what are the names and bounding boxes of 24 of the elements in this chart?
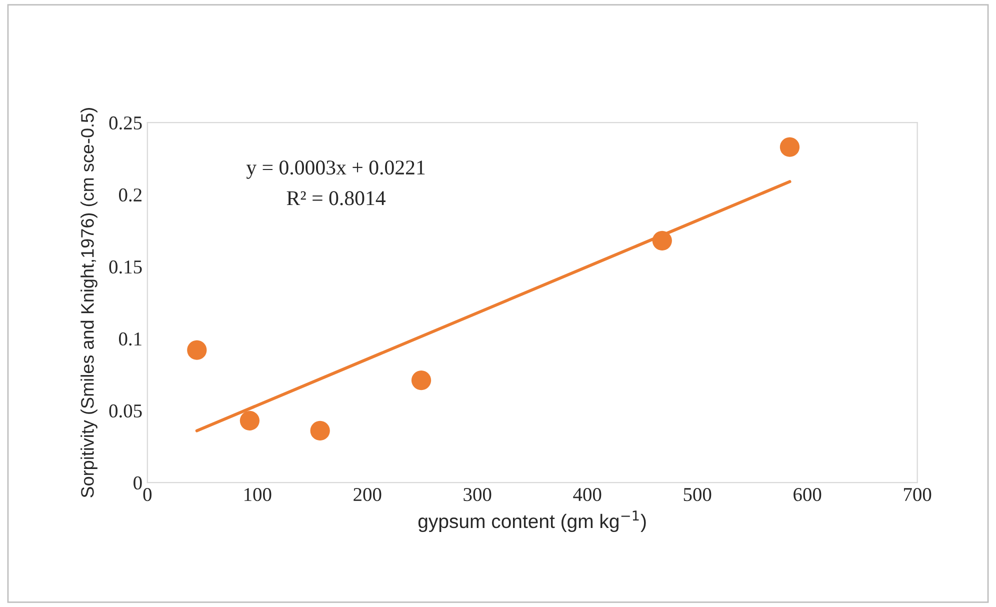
- x-tick-label: 400: [573, 488, 602, 502]
- annotation: R² = 0.8014: [286, 191, 386, 206]
- point: [780, 137, 800, 157]
- point: [652, 230, 672, 250]
- point: [240, 410, 260, 430]
- x-tick-label: 200: [354, 488, 382, 502]
- x-tick-label: 600: [794, 488, 822, 502]
- y-tick-label: 0.2: [118, 188, 142, 202]
- x-tick-label: 100: [244, 488, 272, 502]
- x-axis-title: gypsum content (gm kg$^{−1}$): [418, 510, 646, 532]
- point: [411, 370, 432, 390]
- y-tick-label: 0.05: [109, 404, 142, 418]
- x-tick-label: 0: [143, 488, 152, 502]
- point: [187, 340, 207, 360]
- x-tick-label: 300: [464, 488, 492, 502]
- x-tick-label: 500: [684, 488, 712, 502]
- point: [310, 420, 330, 441]
- y-tick-label: 0.25: [109, 116, 142, 130]
- y-axis-title: Sorpitivity (Smiles and Knight,1976) (cm sce-0.5): [80, 108, 98, 498]
- y-tick-label: 0.1: [118, 332, 142, 346]
- y-tick-label: 0.15: [109, 260, 142, 274]
- y-tick-label: 0: [134, 476, 142, 490]
- x-tick-label: 700: [904, 488, 932, 502]
- annotation: y = 0.0003x + 0.0221: [246, 160, 425, 179]
